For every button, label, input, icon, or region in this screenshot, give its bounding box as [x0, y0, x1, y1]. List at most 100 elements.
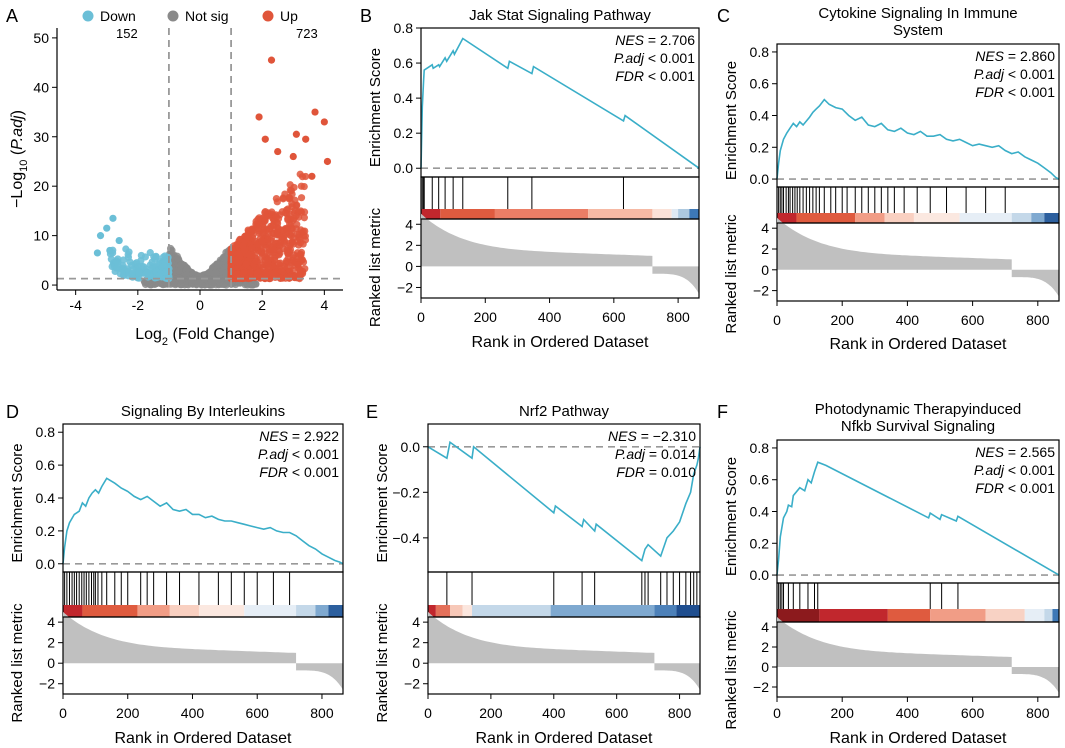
up-point [254, 224, 262, 233]
rank-color-segment [1044, 609, 1053, 622]
down-point [113, 264, 121, 272]
down-point [135, 269, 143, 278]
rank-color-segment [884, 213, 914, 223]
volcano-x-tick-label: -4 [69, 297, 82, 313]
up-point [276, 274, 284, 282]
metric-y-label: Ranked list metric [367, 207, 384, 327]
metric-frame [62, 616, 344, 695]
es-tick-label: 0.4 [750, 504, 770, 520]
metric-y-label: Ranked list metric [374, 603, 391, 723]
panel-letter-B: B [360, 6, 372, 26]
rank-color-segment [676, 605, 700, 617]
down-point [161, 258, 169, 266]
up-point [297, 271, 305, 279]
rank-tick-label: 600 [961, 705, 985, 721]
up-point [273, 198, 281, 206]
stat-nes: NES = 2.565 [975, 444, 1055, 460]
metric-y-label-group: Ranked list metric [723, 610, 740, 730]
volcano-y-tick-label: 20 [33, 178, 49, 194]
rank-color-segment [1011, 213, 1032, 223]
volcano-x-label: Log2 (Fold Change) [135, 326, 275, 348]
highlight-point [267, 56, 276, 64]
rank-color-segment [777, 213, 797, 223]
ranked-metric-area [421, 213, 699, 294]
down-point [155, 272, 163, 280]
rank-color-segment [550, 605, 655, 617]
highlight-point [96, 232, 105, 240]
rank-color-segment [137, 605, 170, 617]
metric-y-label: Ranked list metric [723, 214, 740, 334]
rank-tick-label: 200 [479, 705, 503, 721]
es-tick-label: 0.2 [750, 139, 770, 155]
down-point [137, 251, 145, 260]
rank-x-label: Rank in Ordered Dataset [472, 334, 650, 351]
ranked-metric-area [428, 611, 700, 690]
metric-tick-label: −2 [404, 676, 420, 692]
rank-color-segment [913, 213, 960, 223]
rank-color-segment [930, 609, 986, 622]
rank-tick-label: 800 [310, 705, 334, 721]
rank-color-segment [440, 209, 495, 219]
legend-count: 152 [116, 26, 138, 41]
rank-tick-label: 800 [668, 705, 692, 721]
panel-letter-F: F [717, 402, 728, 422]
up-point [287, 229, 295, 237]
up-point [289, 240, 298, 248]
notsig-point [213, 261, 222, 269]
metric-tick-label: −2 [753, 283, 769, 299]
up-point [246, 269, 254, 277]
notsig-point [177, 261, 185, 270]
es-y-label: Enrichment Score [723, 61, 740, 180]
es-tick-label: 0.6 [750, 76, 770, 92]
stat-fdr: FDR < 0.001 [975, 480, 1055, 496]
gsea-title: Signaling By Interleukins [121, 403, 285, 420]
volcano-y-tick-label: 10 [33, 228, 49, 244]
rank-x-label: Rank in Ordered Dataset [115, 730, 293, 747]
rank-tick-label: 0 [773, 312, 781, 328]
up-point [268, 208, 276, 216]
notsig-point [182, 266, 190, 274]
es-y-label-group: Enrichment Score [723, 457, 740, 576]
up-point [275, 251, 283, 259]
rank-color-segment [63, 605, 83, 617]
metric-tick-label: 2 [405, 237, 413, 253]
up-point [284, 205, 292, 213]
up-point [297, 194, 306, 202]
es-tick-label: 0.2 [36, 523, 56, 539]
up-point [244, 226, 252, 234]
volcano-x-tick-label: 0 [196, 297, 204, 313]
stat-fdr: FDR < 0.001 [259, 464, 339, 480]
volcano-y-tick-label: 50 [33, 30, 49, 46]
up-point [300, 214, 308, 222]
metric-y-label-group: Ranked list metric [9, 603, 26, 723]
up-point [261, 217, 269, 225]
up-point [297, 207, 305, 215]
rank-tick-label: 400 [181, 705, 205, 721]
highlight-point [106, 246, 114, 255]
volcano-y-tick-label: 40 [33, 79, 49, 95]
metric-tick-label: 2 [412, 635, 420, 651]
up-point [273, 231, 281, 239]
running-es-curve [62, 477, 344, 565]
es-tick-label: 0.8 [750, 440, 770, 456]
rank-color-segment [169, 605, 199, 617]
legend-marker [262, 10, 274, 22]
highlight-point [320, 118, 328, 126]
es-tick-label: −0.2 [392, 484, 420, 500]
up-point [232, 256, 240, 265]
up-point [300, 182, 308, 191]
rank-color-segment [421, 209, 441, 219]
stat-nes: NES = 2.922 [259, 428, 339, 444]
running-es-curve [776, 461, 1060, 576]
rank-color-segment [689, 209, 699, 219]
volcano-y-tick-label: 0 [41, 277, 49, 293]
rank-tick-label: 600 [605, 705, 629, 721]
up-point [263, 235, 272, 243]
metric-tick-label: 4 [761, 619, 769, 635]
metric-tick-label: 0 [412, 655, 420, 671]
notsig-point [174, 254, 182, 263]
running-es-curve [420, 37, 700, 169]
rank-color-segment [1044, 213, 1059, 223]
rank-color-segment [678, 209, 690, 219]
